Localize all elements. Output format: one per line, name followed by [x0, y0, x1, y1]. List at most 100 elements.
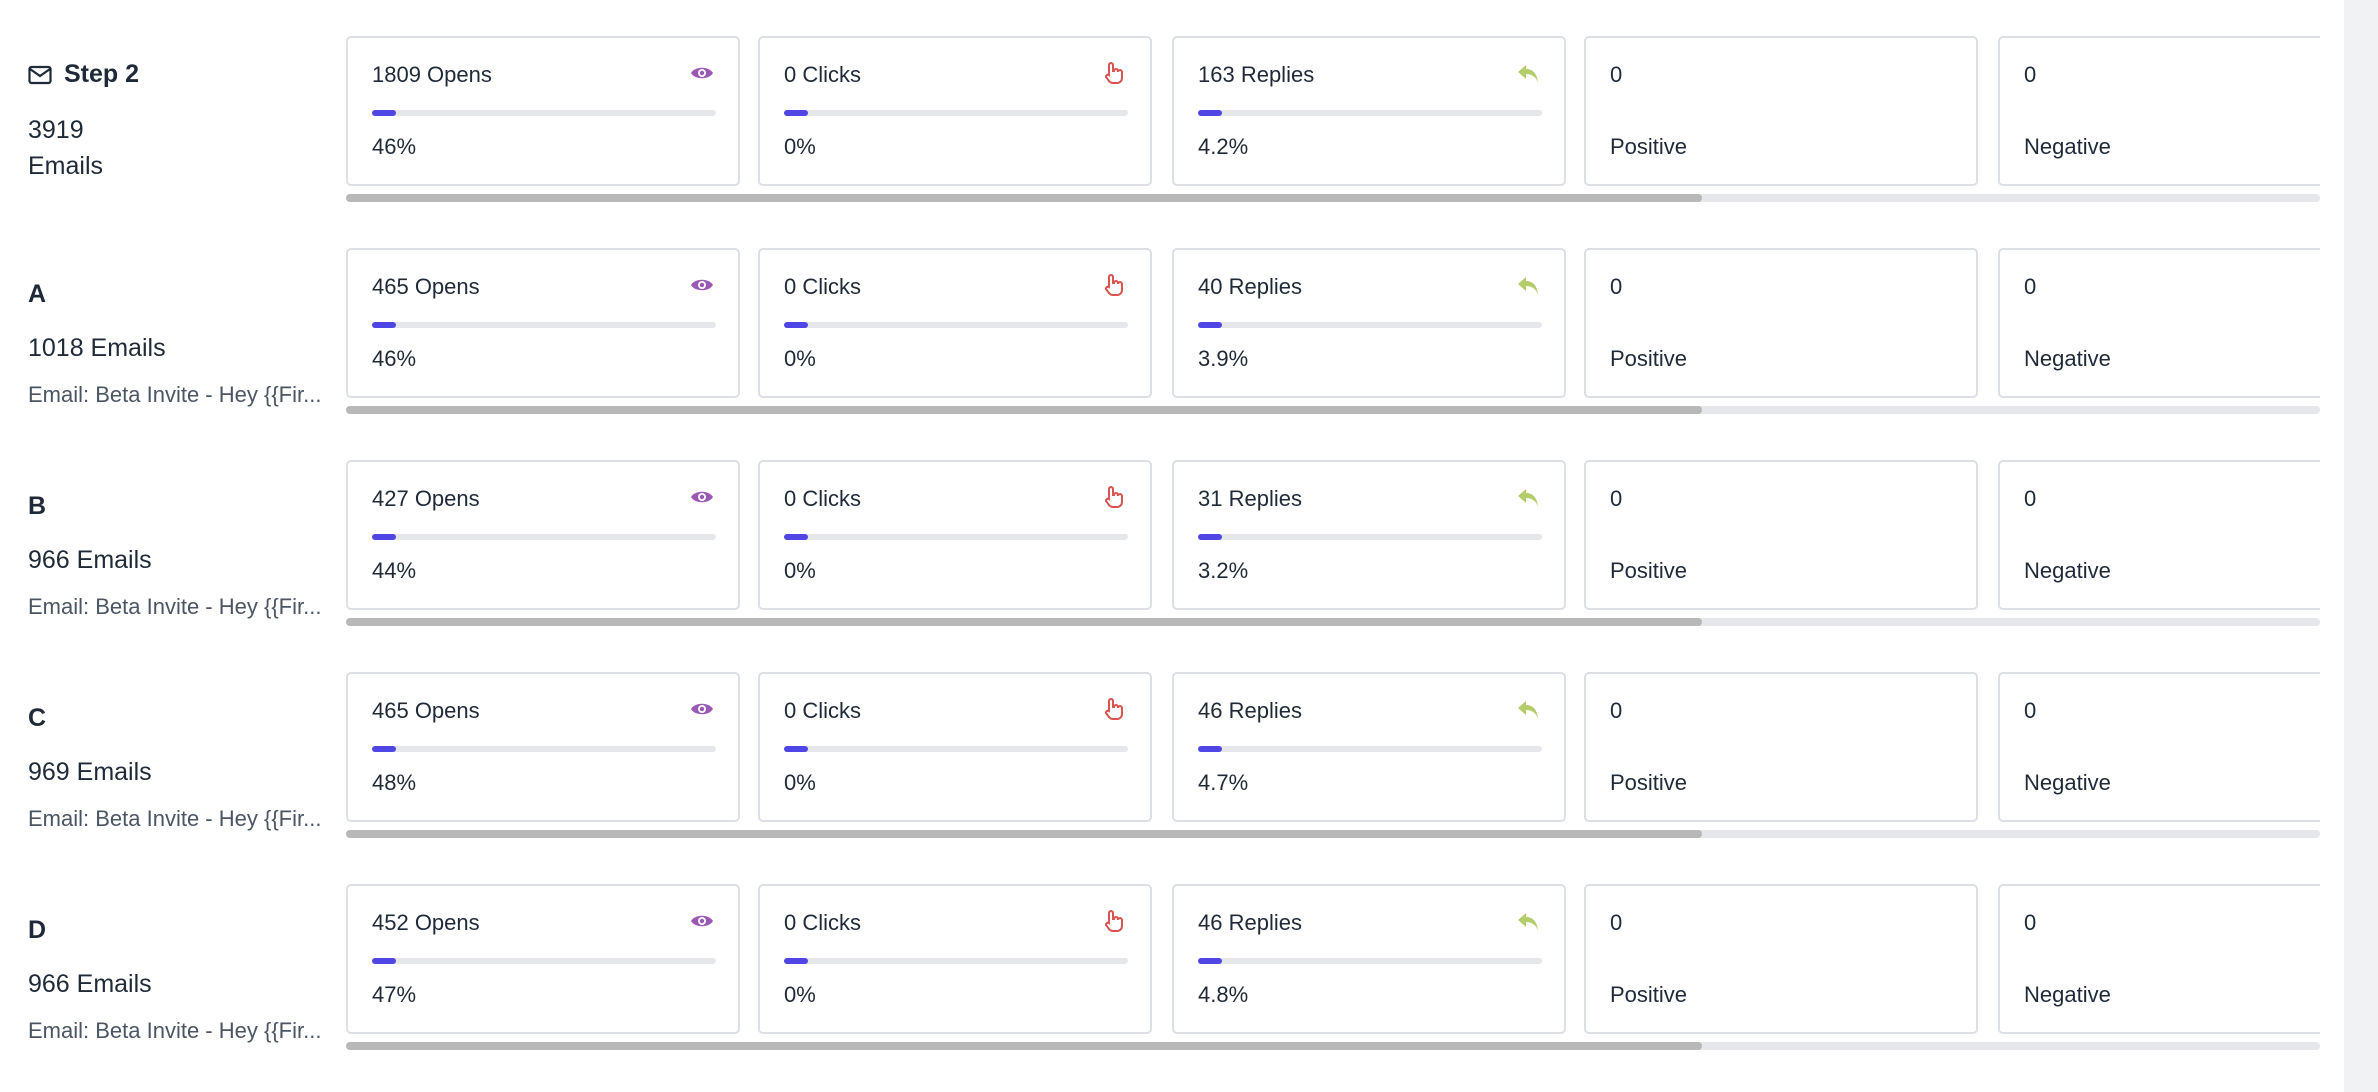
step-title-text: Step 2	[64, 60, 140, 88]
variant-letter: B	[28, 492, 47, 520]
clicks-progress-track	[784, 958, 1128, 964]
replies-progress-track	[1198, 534, 1542, 540]
horizontal-scrollbar[interactable]	[346, 406, 2320, 414]
scrollbar-thumb[interactable]	[346, 406, 1702, 414]
replies-label: 31 Replies	[1198, 486, 1302, 511]
opens-progress-track	[372, 534, 716, 540]
replies-progress-track	[1198, 746, 1542, 752]
opens-percent: 46%	[372, 134, 417, 159]
step-row: Step 2 3919 Emails 1809 Opens 46% 0 Clic…	[0, 0, 2344, 212]
opens-progress-fill	[372, 534, 397, 540]
opens-progress-track	[372, 746, 716, 752]
clicks-percent: 0%	[784, 770, 816, 795]
clicks-progress-fill	[784, 746, 809, 752]
replies-label: 40 Replies	[1198, 274, 1302, 299]
scrollbar-thumb[interactable]	[346, 194, 1702, 202]
replies-percent: 4.7%	[1198, 770, 1249, 795]
clicks-card[interactable]: 0 Clicks 0%	[758, 672, 1152, 822]
negative-value: 0	[2024, 486, 2037, 511]
variant-subject: Email: Beta Invite - Hey {{Fir...	[28, 1018, 322, 1043]
opens-card[interactable]: 465 Opens 48%	[346, 672, 740, 822]
negative-card[interactable]: 0 Negative	[1998, 672, 2320, 822]
horizontal-scrollbar[interactable]	[346, 1042, 2320, 1050]
variant-stats-scroller[interactable]: 427 Opens 44% 0 Clicks 0% 31 Replies 3.2…	[346, 460, 2320, 648]
variant-row: C 969 Emails Email: Beta Invite - Hey {{…	[0, 672, 2344, 898]
clicks-card[interactable]: 0 Clicks 0%	[758, 460, 1152, 610]
opens-progress-fill	[372, 322, 397, 328]
horizontal-scrollbar[interactable]	[346, 618, 2320, 626]
replies-card[interactable]: 31 Replies 3.2%	[1172, 460, 1566, 610]
positive-card[interactable]: 0 Positive	[1584, 884, 1978, 1034]
clicks-label: 0 Clicks	[784, 62, 862, 87]
page-right-gutter	[2344, 0, 2378, 1092]
clicks-label: 0 Clicks	[784, 910, 862, 935]
positive-value: 0	[1610, 910, 1623, 935]
opens-card[interactable]: 427 Opens 44%	[346, 460, 740, 610]
opens-card[interactable]: 452 Opens 47%	[346, 884, 740, 1034]
negative-card[interactable]: 0 Negative	[1998, 884, 2320, 1034]
replies-card[interactable]: 40 Replies 3.9%	[1172, 248, 1566, 398]
clicks-progress-track	[784, 746, 1128, 752]
variant-email-count: 966 Emails	[28, 546, 152, 574]
variant-stats-scroller[interactable]: 465 Opens 48% 0 Clicks 0% 46 Replies 4.7…	[346, 672, 2320, 860]
opens-progress-fill	[372, 746, 397, 752]
positive-value: 0	[1610, 62, 1623, 87]
positive-card[interactable]: 0 Positive	[1584, 248, 1978, 398]
variant-stats-scroller[interactable]: 452 Opens 47% 0 Clicks 0% 46 Replies 4.8…	[346, 884, 2320, 1072]
reply-arrow-icon	[1518, 65, 1538, 82]
negative-value: 0	[2024, 910, 2037, 935]
positive-label: Positive	[1610, 346, 1688, 371]
positive-value: 0	[1610, 698, 1623, 723]
clicks-percent: 0%	[784, 134, 816, 159]
negative-label: Negative	[2024, 346, 2111, 371]
clicks-card[interactable]: 0 Clicks 0%	[758, 36, 1152, 186]
variant-subject: Email: Beta Invite - Hey {{Fir...	[28, 382, 322, 407]
eye-icon	[691, 703, 713, 715]
negative-label: Negative	[2024, 982, 2111, 1007]
negative-value: 0	[2024, 698, 2037, 723]
clicks-label: 0 Clicks	[784, 698, 862, 723]
positive-card[interactable]: 0 Positive	[1584, 36, 1978, 186]
positive-label: Positive	[1610, 558, 1688, 583]
replies-progress-fill	[1198, 534, 1223, 540]
horizontal-scrollbar[interactable]	[346, 194, 2320, 202]
positive-label: Positive	[1610, 982, 1688, 1007]
opens-card[interactable]: 1809 Opens 46%	[346, 36, 740, 186]
negative-card[interactable]: 0 Negative	[1998, 248, 2320, 398]
clicks-card[interactable]: 0 Clicks 0%	[758, 248, 1152, 398]
opens-label: 465 Opens	[372, 274, 480, 299]
eye-icon	[691, 279, 713, 291]
positive-card[interactable]: 0 Positive	[1584, 672, 1978, 822]
replies-progress-fill	[1198, 958, 1223, 964]
pointer-hand-icon	[1105, 62, 1123, 84]
clicks-progress-track	[784, 534, 1128, 540]
scrollbar-thumb[interactable]	[346, 618, 1702, 626]
horizontal-scrollbar[interactable]	[346, 830, 2320, 838]
positive-card[interactable]: 0 Positive	[1584, 460, 1978, 610]
step-stats-scroller[interactable]: 1809 Opens 46% 0 Clicks 0% 163 Replies 4…	[346, 36, 2320, 224]
replies-card[interactable]: 46 Replies 4.8%	[1172, 884, 1566, 1034]
negative-value: 0	[2024, 62, 2037, 87]
clicks-progress-fill	[784, 322, 809, 328]
scrollbar-thumb[interactable]	[346, 830, 1702, 838]
pointer-hand-icon	[1105, 910, 1123, 932]
opens-card[interactable]: 465 Opens 46%	[346, 248, 740, 398]
negative-card[interactable]: 0 Negative	[1998, 36, 2320, 186]
clicks-progress-fill	[784, 534, 809, 540]
opens-progress-track	[372, 322, 716, 328]
negative-label: Negative	[2024, 558, 2111, 583]
clicks-progress-fill	[784, 958, 809, 964]
variant-letter: A	[28, 280, 47, 308]
replies-card[interactable]: 46 Replies 4.7%	[1172, 672, 1566, 822]
scrollbar-thumb[interactable]	[346, 1042, 1702, 1050]
negative-card[interactable]: 0 Negative	[1998, 460, 2320, 610]
opens-progress-track	[372, 958, 716, 964]
variant-row: B 966 Emails Email: Beta Invite - Hey {{…	[0, 460, 2344, 686]
opens-label: 465 Opens	[372, 698, 480, 723]
variant-letter: D	[28, 916, 47, 944]
eye-icon	[691, 67, 713, 79]
clicks-card[interactable]: 0 Clicks 0%	[758, 884, 1152, 1034]
variant-stats-scroller[interactable]: 465 Opens 46% 0 Clicks 0% 40 Replies 3.9…	[346, 248, 2320, 436]
replies-card[interactable]: 163 Replies 4.2%	[1172, 36, 1566, 186]
step-title: Step 2	[28, 60, 139, 89]
